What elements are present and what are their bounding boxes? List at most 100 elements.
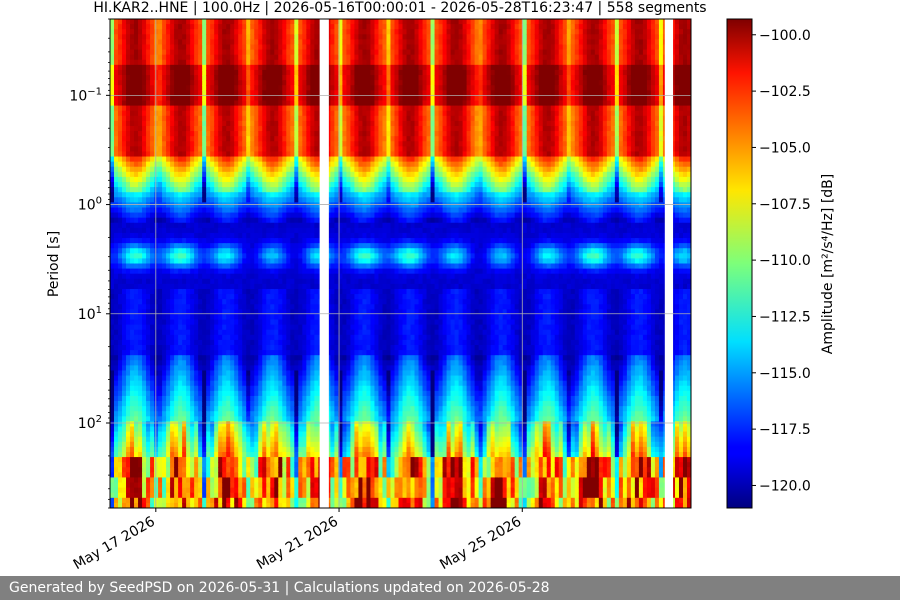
heatmap-cell (258, 24, 263, 30)
heatmap-cell (266, 166, 271, 173)
heatmap-cell (234, 85, 239, 91)
heatmap-cell (202, 431, 207, 438)
heatmap-cell (134, 90, 139, 96)
heatmap-cell (246, 131, 251, 137)
heatmap-cell (290, 355, 295, 361)
heatmap-cell (218, 324, 223, 331)
heatmap-cell (110, 319, 115, 326)
heatmap-cell (122, 339, 127, 346)
heatmap-cell (186, 446, 191, 453)
heatmap-cell (166, 258, 171, 265)
heatmap-cell (194, 120, 199, 127)
heatmap-cell (214, 421, 219, 428)
heatmap-cell (242, 222, 247, 229)
heatmap-cell (210, 487, 215, 494)
heatmap-cell (186, 80, 191, 86)
heatmap-cell (298, 44, 303, 51)
heatmap-cell (214, 482, 219, 489)
heatmap-cell (130, 64, 135, 71)
heatmap-cell (198, 131, 203, 137)
heatmap-cell (242, 192, 247, 198)
heatmap-cell (178, 309, 183, 316)
heatmap-cell (294, 273, 299, 280)
heatmap-cell (190, 339, 195, 346)
heatmap-cell (186, 187, 191, 193)
heatmap-cell (302, 49, 307, 56)
heatmap-cell (238, 248, 243, 254)
heatmap-cell (206, 421, 211, 428)
heatmap-cell (290, 350, 295, 356)
heatmap-cell (198, 161, 203, 168)
heatmap-cell (290, 426, 295, 433)
heatmap-cell (302, 69, 307, 76)
heatmap-cell (250, 85, 255, 91)
heatmap-cell (278, 288, 283, 295)
heatmap-cell (158, 212, 163, 219)
heatmap-cell (170, 19, 175, 25)
heatmap-cell (134, 248, 139, 254)
heatmap-cell (214, 34, 219, 40)
heatmap-cell (290, 156, 295, 163)
heatmap-cell (154, 441, 159, 448)
heatmap-cell (110, 125, 115, 132)
heatmap-cell (114, 44, 119, 51)
heatmap-cell (302, 212, 307, 219)
heatmap-cell (234, 232, 239, 239)
heatmap-cell (302, 319, 307, 326)
heatmap-cell (122, 90, 127, 96)
heatmap-cell (258, 273, 263, 280)
heatmap-cell (246, 95, 251, 102)
heatmap-cell (242, 283, 247, 290)
heatmap-cell (142, 44, 147, 51)
heatmap-cell (306, 329, 311, 336)
heatmap-cell (202, 462, 207, 468)
heatmap-cell (154, 339, 159, 346)
heatmap-cell (154, 115, 159, 122)
heatmap-cell (134, 39, 139, 46)
heatmap-cell (294, 120, 299, 127)
heatmap-cell (310, 304, 315, 310)
heatmap-cell (114, 497, 119, 504)
heatmap-cell (294, 222, 299, 229)
heatmap-cell (118, 232, 123, 239)
heatmap-cell (226, 273, 231, 280)
heatmap-cell (238, 477, 243, 484)
heatmap-cell (222, 380, 227, 387)
heatmap-cell (258, 212, 263, 219)
heatmap-cell (306, 161, 311, 168)
heatmap-cell (122, 156, 127, 163)
heatmap-cell (278, 278, 283, 285)
heatmap-cell (154, 161, 159, 168)
heatmap-cell (174, 304, 179, 310)
heatmap-cell (270, 431, 275, 438)
heatmap-cell (146, 457, 151, 463)
heatmap-cell (230, 406, 235, 412)
heatmap-cell (142, 24, 147, 30)
heatmap-cell (182, 329, 187, 336)
heatmap-cell (190, 34, 195, 40)
heatmap-cell (174, 49, 179, 56)
heatmap-cell (202, 69, 207, 76)
heatmap-cell (266, 156, 271, 163)
heatmap-cell (238, 411, 243, 417)
heatmap-cell (130, 467, 135, 473)
heatmap-cell (270, 54, 275, 61)
heatmap-cell (274, 151, 279, 158)
heatmap-cell (174, 334, 179, 341)
heatmap-cell (286, 406, 291, 412)
heatmap-cell (274, 406, 279, 412)
heatmap-cell (254, 431, 259, 438)
heatmap-cell (146, 171, 151, 178)
heatmap-cell (306, 222, 311, 229)
heatmap-cell (250, 365, 255, 372)
heatmap-cell (238, 375, 243, 382)
heatmap-cell (298, 125, 303, 132)
heatmap-cell (138, 375, 143, 382)
heatmap-cell (290, 90, 295, 96)
heatmap-cell (142, 105, 147, 112)
heatmap-cell (218, 492, 223, 499)
heatmap-cell (206, 273, 211, 280)
heatmap-cell (138, 171, 143, 178)
heatmap-cell (270, 334, 275, 341)
heatmap-cell (206, 238, 211, 244)
